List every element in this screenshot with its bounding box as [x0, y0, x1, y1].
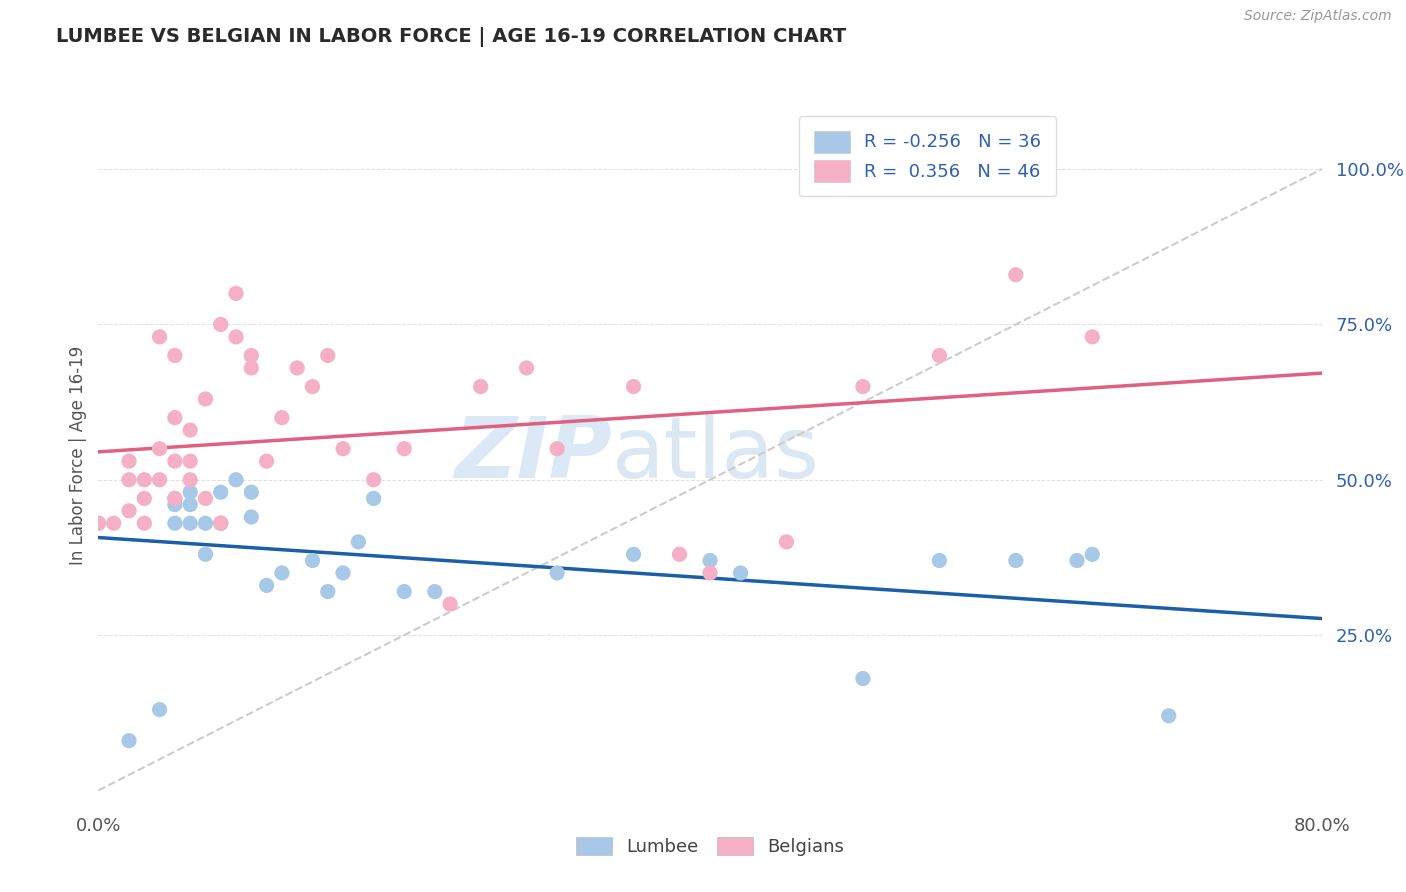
Point	[163, 349, 186, 363]
Point	[928, 553, 950, 567]
Point	[87, 516, 110, 531]
Point	[439, 597, 461, 611]
Point	[316, 584, 339, 599]
Y-axis label: In Labor Force | Age 16-19: In Labor Force | Age 16-19	[69, 345, 87, 565]
Point	[209, 485, 232, 500]
Point	[163, 498, 186, 512]
Point	[316, 349, 339, 363]
Point	[118, 733, 141, 747]
Point	[179, 498, 201, 512]
Point	[118, 504, 141, 518]
Text: LUMBEE VS BELGIAN IN LABOR FORCE | AGE 16-19 CORRELATION CHART: LUMBEE VS BELGIAN IN LABOR FORCE | AGE 1…	[56, 27, 846, 46]
Point	[163, 516, 186, 531]
Point	[225, 286, 247, 301]
Point	[225, 473, 247, 487]
Point	[103, 516, 125, 531]
Point	[209, 516, 232, 531]
Point	[332, 442, 354, 456]
Legend: Lumbee, Belgians: Lumbee, Belgians	[568, 830, 852, 863]
Point	[118, 454, 141, 468]
Point	[516, 361, 538, 376]
Point	[149, 473, 172, 487]
Point	[270, 566, 292, 580]
Point	[209, 318, 232, 332]
Point	[1004, 553, 1026, 567]
Point	[209, 516, 232, 531]
Point	[928, 349, 950, 363]
Point	[163, 410, 186, 425]
Point	[699, 553, 721, 567]
Point	[179, 423, 201, 437]
Point	[240, 485, 263, 500]
Point	[363, 473, 385, 487]
Point	[285, 361, 308, 376]
Point	[1081, 330, 1104, 344]
Point	[163, 491, 186, 506]
Point	[256, 578, 278, 592]
Point	[149, 442, 172, 456]
Text: atlas: atlas	[612, 413, 820, 497]
Point	[363, 491, 385, 506]
Point	[423, 584, 446, 599]
Point	[179, 516, 201, 531]
Point	[332, 566, 354, 580]
Point	[668, 547, 690, 561]
Point	[118, 473, 141, 487]
Point	[1157, 708, 1180, 723]
Point	[301, 553, 323, 567]
Point	[852, 379, 875, 393]
Point	[730, 566, 752, 580]
Point	[546, 566, 568, 580]
Point	[149, 703, 172, 717]
Point	[1081, 547, 1104, 561]
Point	[1004, 268, 1026, 282]
Point	[149, 330, 172, 344]
Point	[775, 534, 797, 549]
Point	[301, 379, 323, 393]
Point	[392, 584, 416, 599]
Point	[209, 516, 232, 531]
Point	[163, 491, 186, 506]
Point	[179, 454, 201, 468]
Point	[163, 454, 186, 468]
Point	[392, 442, 416, 456]
Point	[240, 361, 263, 376]
Point	[179, 473, 201, 487]
Point	[194, 547, 217, 561]
Point	[225, 330, 247, 344]
Point	[179, 485, 201, 500]
Point	[134, 491, 156, 506]
Point	[87, 516, 110, 531]
Point	[194, 491, 217, 506]
Point	[623, 379, 645, 393]
Text: Source: ZipAtlas.com: Source: ZipAtlas.com	[1244, 9, 1392, 23]
Point	[270, 410, 292, 425]
Point	[699, 566, 721, 580]
Point	[347, 534, 370, 549]
Point	[470, 379, 492, 393]
Point	[194, 392, 217, 406]
Point	[256, 454, 278, 468]
Point	[852, 672, 875, 686]
Point	[623, 547, 645, 561]
Point	[1066, 553, 1088, 567]
Point	[134, 473, 156, 487]
Text: ZIP: ZIP	[454, 413, 612, 497]
Point	[546, 442, 568, 456]
Point	[240, 510, 263, 524]
Point	[134, 516, 156, 531]
Point	[240, 349, 263, 363]
Point	[194, 516, 217, 531]
